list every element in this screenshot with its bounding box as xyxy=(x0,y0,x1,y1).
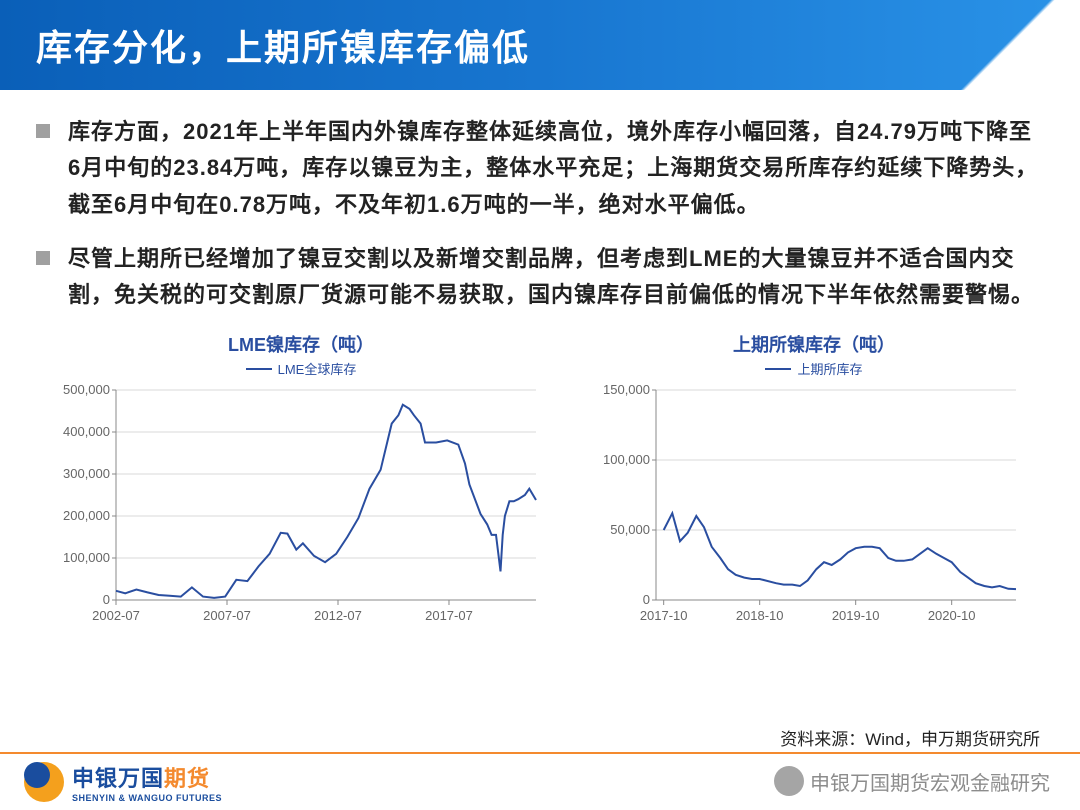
legend-line-icon xyxy=(765,368,791,370)
svg-text:300,000: 300,000 xyxy=(63,466,110,481)
chart-right: 上期所镍库存（吨） 上期所库存 0 50,000 100,000 150,000 201… xyxy=(594,331,1034,655)
watermark: 申银万国期货宏观金融研究 xyxy=(774,766,1050,796)
svg-text:2012-07: 2012-07 xyxy=(314,608,362,623)
svg-text:2019-10: 2019-10 xyxy=(832,608,880,623)
logo-icon xyxy=(24,762,64,802)
svg-text:2018-10: 2018-10 xyxy=(736,608,784,623)
watermark-text: 申银万国期货宏观金融研究 xyxy=(810,767,1050,796)
legend-label: LME全球库存 xyxy=(278,359,357,378)
svg-text:2007-07: 2007-07 xyxy=(203,608,251,623)
wechat-icon xyxy=(774,766,804,796)
legend-label: 上期所库存 xyxy=(797,359,862,378)
bullet-icon xyxy=(36,251,50,265)
bullet-text: 尽管上期所已经增加了镍豆交割以及新增交割品牌，但考虑到LME的大量镍豆并不适合国… xyxy=(68,241,1044,314)
content-area: 库存方面，2021年上半年国内外镍库存整体延续高位，境外库存小幅回落，自24.7… xyxy=(0,90,1080,655)
legend-line-icon xyxy=(246,368,272,370)
svg-text:0: 0 xyxy=(643,592,650,607)
svg-text:100,000: 100,000 xyxy=(63,550,110,565)
charts-row: LME镍库存（吨） LME全球库存 0 100,000 200,000 300,000… xyxy=(36,331,1044,655)
chart-svg-left: 0 100,000 200,000 300,000 400,000 500,000 2002… xyxy=(46,380,556,650)
svg-text:150,000: 150,000 xyxy=(603,382,650,397)
svg-text:2017-10: 2017-10 xyxy=(640,608,688,623)
bullet-text: 库存方面，2021年上半年国内外镍库存整体延续高位，境外库存小幅回落，自24.7… xyxy=(68,114,1044,223)
svg-text:2002-07: 2002-07 xyxy=(92,608,140,623)
logo-cn-prefix: 申银万国 xyxy=(72,766,164,791)
svg-text:2020-10: 2020-10 xyxy=(928,608,976,623)
bullet-icon xyxy=(36,124,50,138)
page-title: 库存分化，上期所镍库存偏低 xyxy=(36,19,530,71)
source-line: 资料来源：Wind，申万期货研究所 xyxy=(780,725,1040,750)
chart-legend-right: 上期所库存 xyxy=(594,359,1034,378)
chart-svg-right: 0 50,000 100,000 150,000 2017-10 2018-10 2019-… xyxy=(594,380,1034,650)
svg-text:500,000: 500,000 xyxy=(63,382,110,397)
bullet-item: 库存方面，2021年上半年国内外镍库存整体延续高位，境外库存小幅回落，自24.7… xyxy=(36,114,1044,223)
chart-title-right: 上期所镍库存（吨） xyxy=(594,331,1034,357)
svg-text:100,000: 100,000 xyxy=(603,452,650,467)
chart-legend-left: LME全球库存 xyxy=(46,359,556,378)
bullet-item: 尽管上期所已经增加了镍豆交割以及新增交割品牌，但考虑到LME的大量镍豆并不适合国… xyxy=(36,241,1044,314)
chart-left: LME镍库存（吨） LME全球库存 0 100,000 200,000 300,000… xyxy=(46,331,556,655)
svg-text:400,000: 400,000 xyxy=(63,424,110,439)
svg-text:50,000: 50,000 xyxy=(610,522,650,537)
logo-cn-suffix: 期货 xyxy=(164,766,210,791)
svg-text:0: 0 xyxy=(103,592,110,607)
logo-en: SHENYIN & WANGUO FUTURES xyxy=(72,793,222,803)
svg-text:2017-07: 2017-07 xyxy=(425,608,473,623)
header-band: 库存分化，上期所镍库存偏低 xyxy=(0,0,1080,90)
chart-title-left: LME镍库存（吨） xyxy=(46,331,556,357)
svg-text:200,000: 200,000 xyxy=(63,508,110,523)
logo-text: 申银万国期货 SHENYIN & WANGUO FUTURES xyxy=(72,761,222,803)
